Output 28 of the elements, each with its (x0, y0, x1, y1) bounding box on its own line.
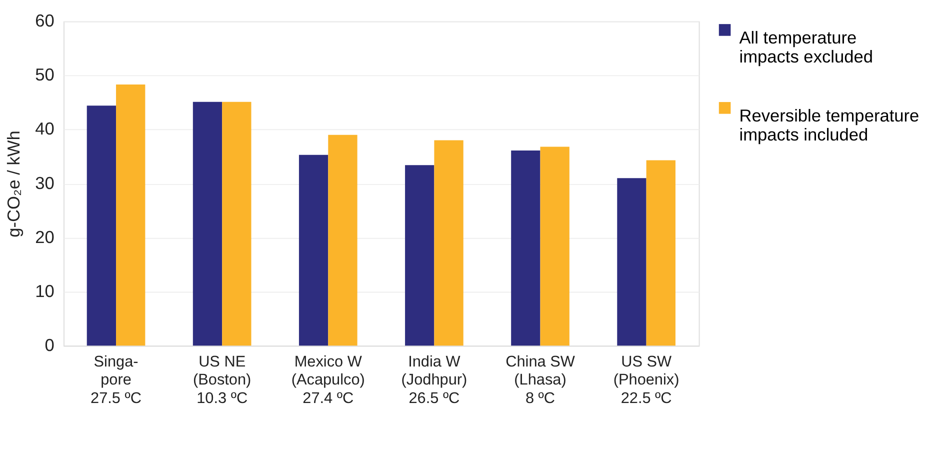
y-axis-title: g-CO₂e / kWh (4, 130, 24, 238)
bar (617, 178, 646, 346)
bar (646, 160, 676, 346)
bar (434, 140, 464, 346)
bar (540, 146, 570, 346)
bar (192, 102, 222, 346)
y-tick-label: 60 (35, 10, 54, 31)
bar (116, 84, 146, 346)
bar (511, 150, 540, 346)
x-tick-label: China SW (Lhasa) 8 ºC (506, 353, 576, 407)
y-tick-label: 30 (35, 172, 54, 193)
y-tick-label: 20 (35, 226, 54, 247)
legend-label: Reversible temperature impacts included (739, 105, 920, 145)
legend-label: All temperature impacts excluded (739, 27, 873, 67)
y-tick-label: 50 (35, 64, 54, 85)
bar (222, 102, 252, 346)
x-tick-label: Singa- pore 27.5 ºC (90, 353, 142, 407)
y-tick-label: 40 (35, 118, 54, 139)
x-tick-label: US SW (Phoenix) 22.5 ºC (613, 353, 680, 407)
x-tick-label: India W (Jodhpur) 26.5 ºC (401, 353, 468, 407)
bar (405, 165, 434, 346)
bar (86, 106, 116, 346)
x-tick-label: US NE (Boston) 10.3 ºC (192, 353, 252, 407)
bar (298, 154, 328, 346)
y-tick-label: 10 (35, 280, 54, 301)
x-tick-label: Mexico W (Acapulco) 27.4 ºC (291, 353, 365, 407)
bar (328, 134, 358, 346)
y-tick-label: 0 (44, 334, 54, 355)
